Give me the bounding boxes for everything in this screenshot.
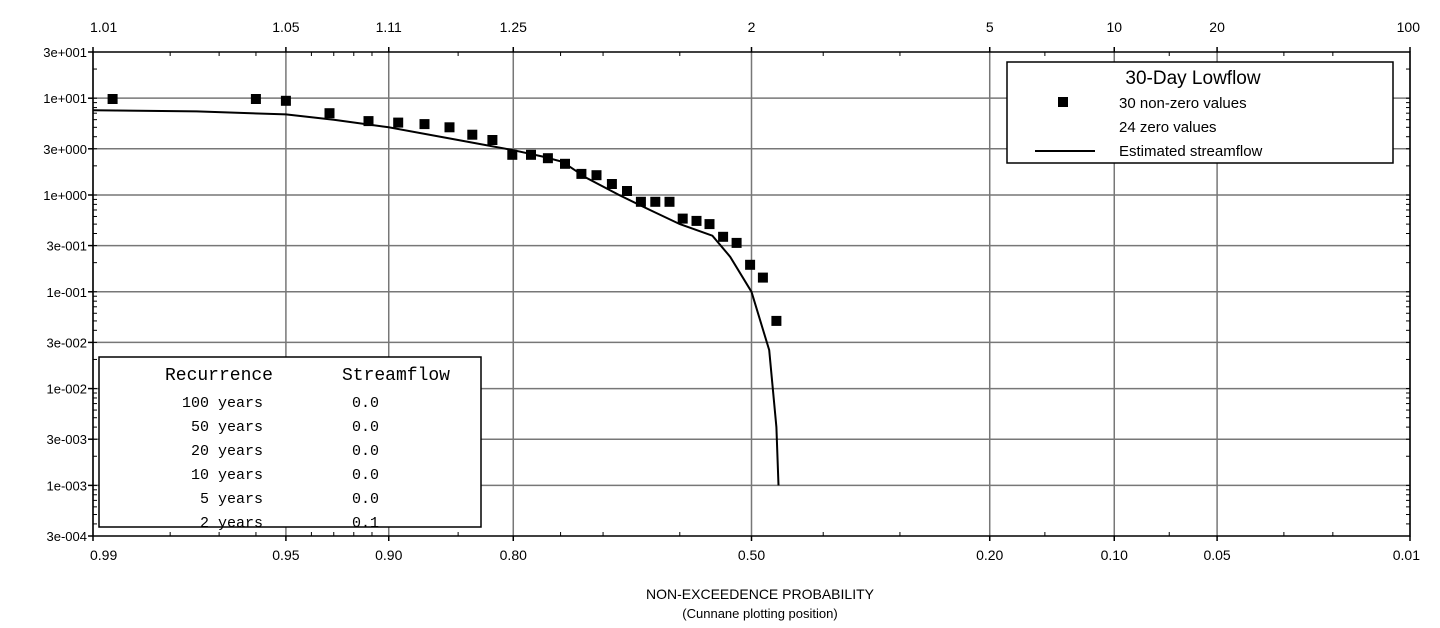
data-point <box>487 135 498 145</box>
data-point <box>542 153 553 164</box>
streamflow-line-layer <box>92 109 780 486</box>
y-axis-ticks: 3e+001 1e+001 3e+000 1e+000 3e-001 1e-001 3e-0… <box>43 45 93 544</box>
recurrence-interval-cell: 10 years <box>191 467 263 484</box>
observed-points-layer <box>107 94 782 326</box>
y-tick-label: 3e-002 <box>47 335 87 350</box>
data-point <box>280 95 291 106</box>
legend-box <box>1006 61 1394 164</box>
estimated-streamflow-line <box>92 109 780 486</box>
data-point <box>691 215 702 226</box>
top-tick-label: 10 <box>1106 19 1122 35</box>
y-tick-label: 3e-004 <box>47 529 87 544</box>
recurrence-interval-cell: 2 years <box>200 515 263 532</box>
data-point <box>576 168 587 179</box>
bottom-tick-label: 0.10 <box>1101 547 1128 563</box>
data-point <box>664 196 675 207</box>
data-point <box>757 272 768 283</box>
bottom-tick-label: 0.95 <box>272 547 299 563</box>
streamflow-value-cell: 0.0 <box>352 491 379 508</box>
top-tick-label: 1.11 <box>376 19 402 35</box>
bottom-tick-label: 0.20 <box>976 547 1003 563</box>
data-point <box>591 170 602 181</box>
legend: 30-Day Lowflow 30 non-zero values 24 zer… <box>1006 61 1394 164</box>
y-tick-label: 1e+000 <box>43 188 87 203</box>
top-tick-label: 5 <box>986 19 994 35</box>
recurrence-interval-cell: 5 years <box>200 491 263 508</box>
data-point <box>467 129 478 140</box>
y-tick-label: 1e-001 <box>47 285 87 300</box>
data-point <box>419 119 430 130</box>
data-point <box>635 196 646 207</box>
data-point <box>731 237 742 248</box>
top-tick-label: 100 <box>1397 19 1421 35</box>
recurrence-table-rows: 100 years 0.0 50 years 0.0 20 years 0.0 10 yea… <box>182 395 379 532</box>
bottom-tick-label: 0.50 <box>738 547 765 563</box>
data-point <box>677 213 688 224</box>
recurrence-interval-cell: 20 years <box>191 443 263 460</box>
data-point <box>622 186 632 196</box>
y-tick-label: 3e-003 <box>47 432 87 447</box>
data-point <box>363 116 374 127</box>
bottom-tick-label: 0.01 <box>1393 547 1420 563</box>
data-point <box>650 196 661 207</box>
x-axis-label: NON-EXCEEDENCE PROBABILITY <box>646 586 875 602</box>
y-tick-label: 1e+001 <box>43 91 87 106</box>
legend-entry-line: Estimated streamflow <box>1119 143 1263 160</box>
legend-entry-points: 30 non-zero values <box>1119 95 1247 112</box>
y-tick-label: 1e-002 <box>47 382 87 397</box>
y-tick-label: 1e-003 <box>47 478 87 493</box>
data-point <box>324 108 335 119</box>
streamflow-value-cell: 0.0 <box>352 443 379 460</box>
legend-entry-zeros: 24 zero values <box>1119 119 1217 136</box>
y-tick-label: 3e-001 <box>47 239 87 254</box>
top-tick-label: 20 <box>1209 19 1225 35</box>
bottom-tick-label: 0.05 <box>1203 547 1230 563</box>
bottom-tick-label: 0.80 <box>500 547 527 563</box>
data-point <box>771 315 782 326</box>
data-point <box>606 179 617 189</box>
data-point <box>718 231 729 242</box>
bottom-tick-label: 0.90 <box>375 547 402 563</box>
legend-title: 30-Day Lowflow <box>1125 68 1260 89</box>
recurrence-interval-cell: 50 years <box>191 419 263 436</box>
recurrence-interval-cell: 100 years <box>182 395 263 412</box>
data-point <box>560 158 570 169</box>
data-point <box>704 219 715 230</box>
y-tick-label: 3e+001 <box>43 45 87 60</box>
recurrence-header: Recurrence <box>165 366 273 386</box>
streamflow-value-cell: 0.0 <box>352 419 379 436</box>
data-point <box>444 122 455 133</box>
streamflow-header: Streamflow <box>342 366 450 386</box>
top-tick-label: 2 <box>748 19 756 35</box>
streamflow-value-cell: 0.1 <box>352 515 379 532</box>
data-point <box>745 259 756 270</box>
data-point <box>507 149 518 160</box>
data-point <box>393 117 404 128</box>
bottom-axis-probability-ticks: 0.99 0.95 0.90 0.80 0.50 0.20 0.10 0.05 0.01 <box>90 536 1420 563</box>
y-tick-label: 3e+000 <box>43 142 87 157</box>
top-axis-recurrence-ticks: 1.01 1.05 1.11 1.25 2 5 10 20 100 <box>90 19 1420 52</box>
top-tick-label: 1.01 <box>90 19 117 35</box>
legend-square-icon <box>1058 97 1068 107</box>
streamflow-value-cell: 0.0 <box>352 467 379 484</box>
data-point <box>526 149 536 160</box>
data-point <box>250 94 261 104</box>
recurrence-table-box <box>98 356 482 528</box>
recurrence-table: Recurrence Streamflow 100 years 0.0 50 yea… <box>98 356 482 532</box>
streamflow-value-cell: 0.0 <box>352 395 379 412</box>
top-tick-label: 1.25 <box>500 19 527 35</box>
x-axis-sublabel: (Cunnane plotting position) <box>682 606 837 621</box>
top-tick-label: 1.05 <box>272 19 299 35</box>
data-point <box>107 94 118 104</box>
bottom-tick-label: 0.99 <box>90 547 117 563</box>
